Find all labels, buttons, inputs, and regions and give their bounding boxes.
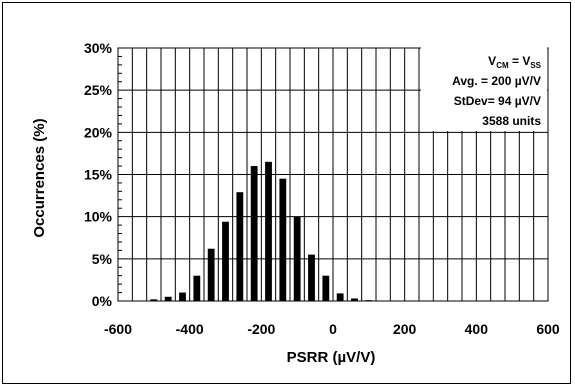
- y-tick-label: 30%: [84, 40, 113, 56]
- annotation-line-2: Avg. = 200 µV/V: [452, 74, 541, 88]
- minor-ticks: [118, 55, 122, 294]
- y-axis-title: Occurrences (%): [31, 118, 48, 237]
- y-tick-label: 25%: [84, 82, 113, 98]
- histogram-bar: [265, 161, 272, 301]
- x-tick-label: 0: [329, 321, 337, 337]
- histogram-bar: [193, 275, 201, 301]
- y-tick-label: 20%: [84, 124, 113, 140]
- ann-s1: CM: [496, 61, 509, 70]
- histogram-bar: [150, 299, 158, 301]
- histogram-bar: [164, 296, 172, 301]
- histogram-bar: [351, 298, 358, 301]
- annotation-line-1: VCM = VSS: [488, 54, 541, 70]
- histogram-bar: [322, 275, 330, 301]
- histogram-bar: [236, 192, 244, 301]
- y-tick-label: 5%: [92, 251, 113, 267]
- chart-frame: [2, 2, 571, 384]
- histogram-bar: [179, 292, 186, 301]
- y-tick-label: 0%: [92, 293, 113, 309]
- plot-border: [117, 47, 549, 302]
- y-tick-labels: 0% 5% 10% 15% 20% 25% 30%: [84, 40, 113, 309]
- y-tick-label: 10%: [84, 209, 113, 225]
- histogram-bar: [293, 216, 301, 301]
- x-tick-label: -400: [176, 321, 204, 337]
- histogram-bar: [222, 221, 229, 301]
- x-tick-label: -200: [247, 321, 275, 337]
- histogram-bar: [279, 178, 287, 301]
- ann-mid: = V: [509, 54, 531, 68]
- x-tick-label: 200: [393, 321, 417, 337]
- histogram-bar: [207, 248, 215, 301]
- ann-s2: SS: [530, 61, 541, 70]
- x-axis-title: PSRR (µV/V): [287, 349, 376, 366]
- annotation-line-3: StDev= 94 µV/V: [454, 94, 541, 108]
- annotation-line-4: 3588 units: [482, 114, 541, 128]
- x-tick-label: -600: [104, 321, 132, 337]
- y-tick-label: 15%: [84, 167, 113, 183]
- annotation-box: [421, 47, 547, 131]
- bars: [150, 161, 373, 301]
- histogram-bar: [336, 293, 344, 301]
- histogram-bar: [308, 254, 315, 301]
- x-tick-label: 400: [465, 321, 489, 337]
- ann-v1: V: [488, 54, 496, 68]
- x-tick-label: 600: [536, 321, 560, 337]
- x-tick-labels: -600 -400 -200 0 200 400 600: [104, 321, 560, 337]
- histogram-bar: [250, 166, 258, 301]
